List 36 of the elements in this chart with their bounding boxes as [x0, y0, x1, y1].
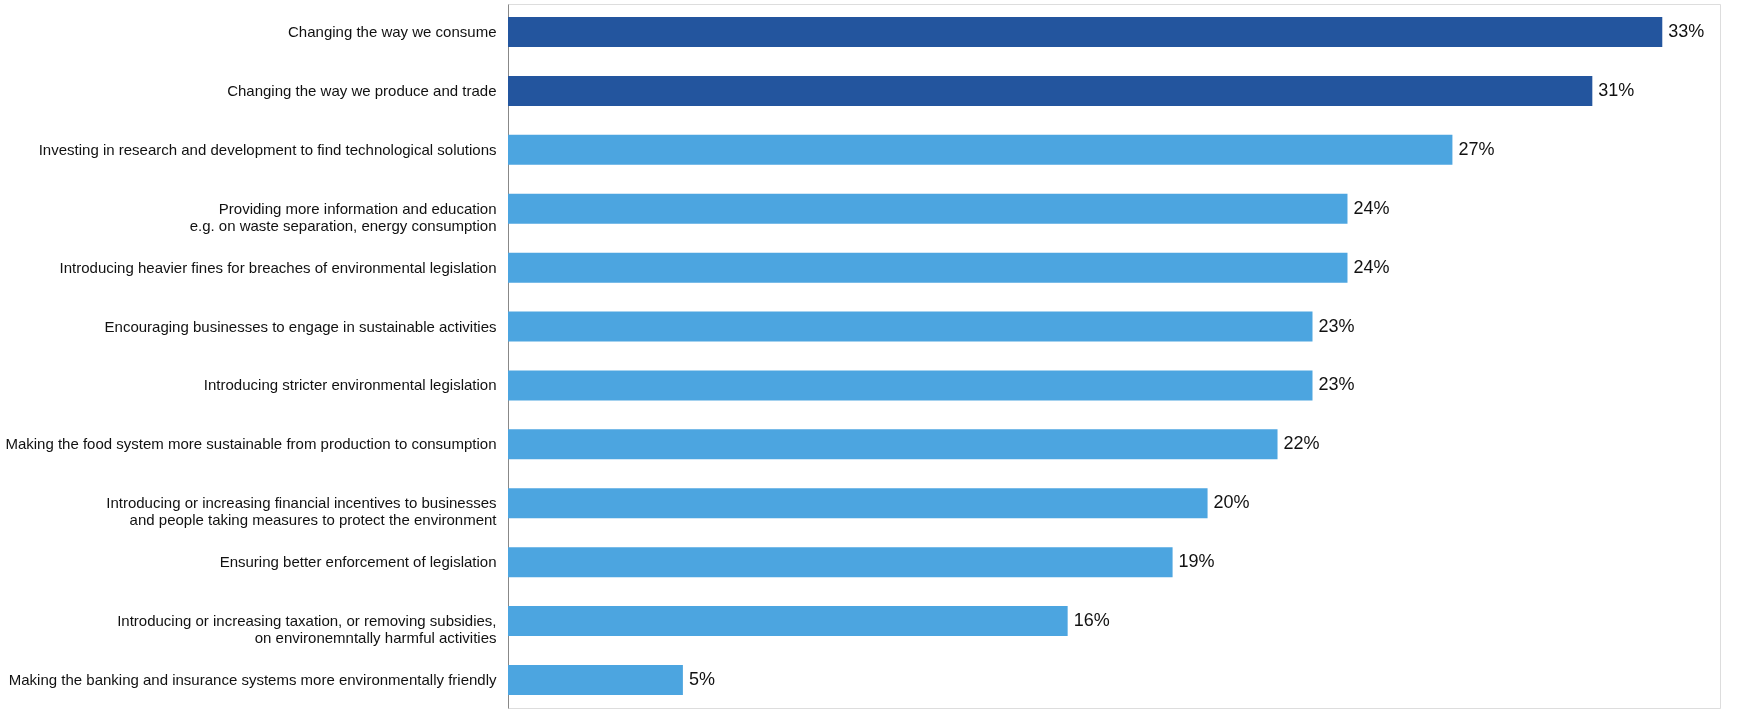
y-tick-label: Providing more information and education e.g. on waste separation, energy consumption [189, 199, 497, 234]
data-label: 19% [1178, 551, 1215, 572]
data-label: 22% [1283, 433, 1320, 454]
y-tick-label: Ensuring better enforcement of legislation [219, 553, 497, 571]
bar [508, 429, 1278, 460]
data-label: 23% [1318, 315, 1355, 336]
y-tick-label: Making the food system more sustainable from production to consumption [5, 435, 497, 453]
data-label: 33% [1668, 20, 1705, 41]
bar [508, 16, 1663, 47]
data-label: 5% [688, 669, 715, 690]
data-label: 24% [1353, 256, 1390, 277]
bar [508, 665, 683, 696]
bar [508, 75, 1593, 106]
bar [508, 252, 1348, 283]
bar [508, 606, 1068, 637]
data-label: 27% [1458, 138, 1495, 159]
data-label: 31% [1598, 79, 1635, 100]
y-tick-label: Introducing heavier fines for breaches of environmental legislation [59, 258, 497, 276]
y-tick-label: Making the banking and insurance systems more environmentally friendly [8, 671, 497, 689]
bar [508, 370, 1313, 401]
y-tick-label: Introducing or increasing taxation, or removing subsidies, on environemntally harmful activities [117, 612, 497, 647]
bar [508, 134, 1453, 165]
bar [508, 193, 1348, 224]
bar [508, 311, 1313, 342]
y-tick-label: Introducing stricter environmental legislation [203, 376, 497, 394]
bar [508, 547, 1173, 578]
data-label: 24% [1353, 197, 1390, 218]
y-tick-label: Investing in research and development to find technological solutions [38, 140, 497, 158]
y-tick-label: Changing the way we consume [288, 22, 497, 40]
y-tick-label: Changing the way we produce and trade [227, 81, 497, 99]
y-tick-label: Encouraging businesses to engage in sustainable activities [104, 317, 497, 335]
data-label: 20% [1213, 492, 1250, 513]
data-label: 23% [1318, 374, 1355, 395]
bar [508, 488, 1208, 519]
y-tick-label: Introducing or increasing financial incentives to businesses and people taking measures to protect the environment [106, 494, 498, 529]
data-label: 16% [1073, 610, 1110, 631]
